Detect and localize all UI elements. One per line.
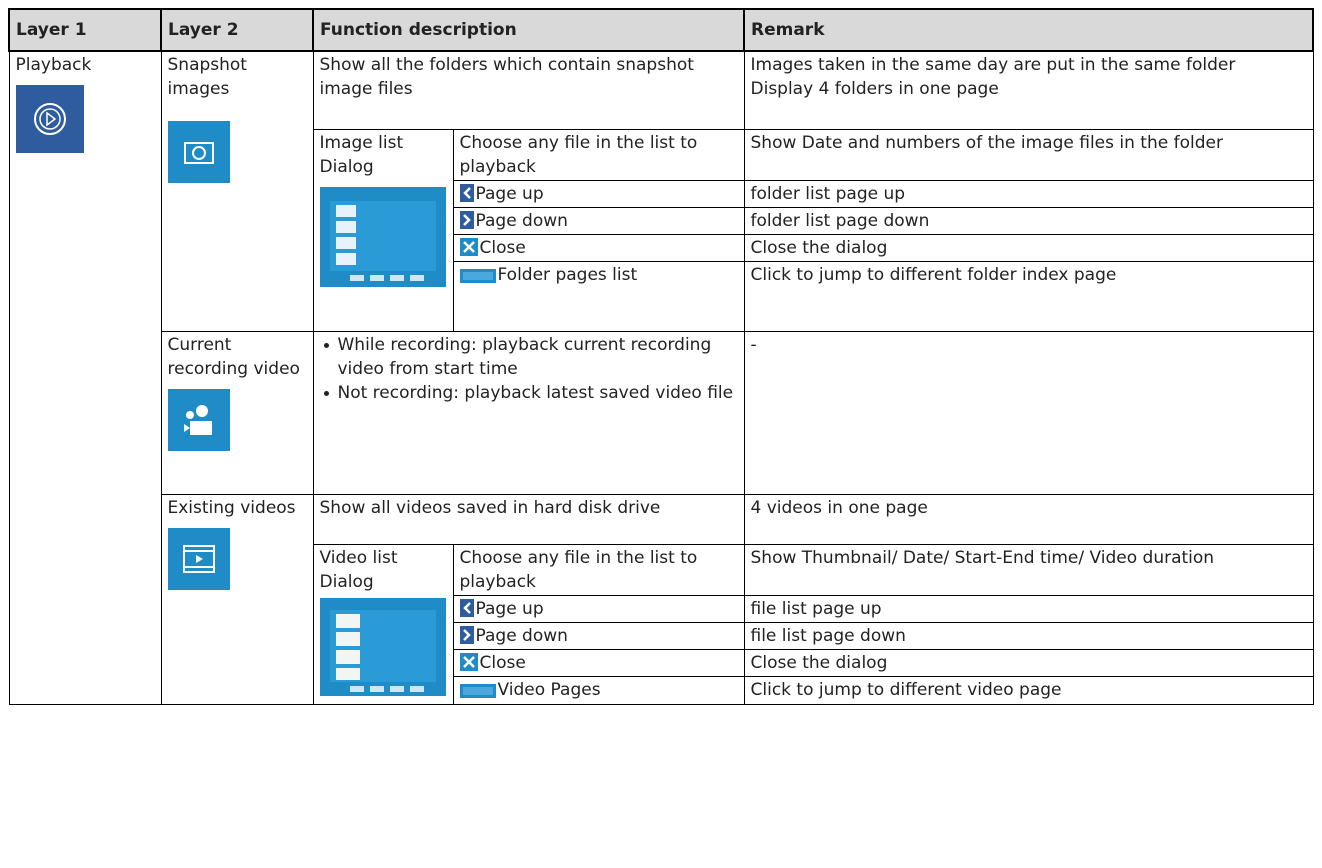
dialog-name: Image list Dialog — [319, 132, 404, 177]
item-function: Video Pages — [452, 676, 745, 705]
header-row: Layer 1 Layer 2 Function description Rem… — [8, 8, 1314, 52]
item-function: Choose any file in the list to playback — [452, 543, 745, 596]
close-icon — [459, 653, 478, 671]
item-function: Close — [452, 233, 745, 262]
dialog-cell: Image list Dialog — [312, 128, 454, 332]
dialog-cell: Video list Dialog — [312, 543, 454, 705]
remark: 4 videos in one page — [743, 493, 1314, 545]
page-down-icon — [459, 210, 474, 229]
item-label: Page up — [475, 183, 544, 204]
item-function: Choose any file in the list to playback — [452, 128, 745, 181]
layer2-cell: Current recording video — [160, 330, 314, 495]
item-function: Folder pages list — [452, 260, 745, 332]
layer2: Current recording video — [167, 334, 300, 379]
dialog-thumbnail — [319, 597, 446, 696]
item-remark: Close the dialog — [743, 648, 1314, 678]
layer2-cell: Snapshot images — [160, 50, 314, 332]
remark: - — [743, 330, 1314, 495]
item-label: Page down — [475, 210, 568, 231]
item-remark: Click to jump to different video page — [743, 676, 1314, 705]
item-remark: folder list page down — [743, 206, 1314, 235]
remark-line: Display 4 folders in one page — [750, 79, 999, 99]
function: While recording: playback current record… — [312, 330, 745, 495]
item-label: Page down — [475, 625, 568, 646]
page-down-icon — [459, 625, 474, 644]
dialog-name: Video list Dialog — [319, 547, 398, 592]
item-function: Page down — [452, 621, 745, 651]
layer2: Existing videos — [167, 497, 296, 518]
item-label: Video Pages — [497, 680, 601, 701]
page-up-icon — [459, 183, 474, 202]
item-function: Page up — [452, 179, 745, 208]
pages-icon — [459, 268, 496, 283]
bullet: Not recording: playback latest saved vid… — [323, 381, 738, 405]
item-label: Page up — [475, 598, 544, 619]
item-label: Close — [479, 653, 526, 673]
item-remark: Show Date and numbers of the image files… — [743, 128, 1314, 181]
close-icon — [459, 237, 478, 256]
pages-icon — [459, 684, 496, 699]
function: Show all videos saved in hard disk drive — [312, 493, 745, 545]
layer1-cell: Playback — [8, 50, 162, 705]
header-cell: Layer 2 — [160, 8, 314, 52]
item-remark: file list page down — [743, 621, 1314, 651]
item-label: Folder pages list — [497, 264, 638, 285]
remark-line: - — [750, 334, 757, 355]
layer2: Snapshot images — [167, 55, 247, 99]
item-remark: Show Thumbnail/ Date/ Start-End time/ Vi… — [743, 543, 1314, 596]
item-function: Page down — [452, 206, 745, 235]
playback-icon — [15, 85, 84, 153]
item-remark: Close the dialog — [743, 233, 1314, 262]
videos-icon — [167, 527, 230, 590]
layer2-cell: Existing videos — [160, 493, 314, 705]
item-remark: Click to jump to different folder index … — [743, 260, 1314, 332]
item-remark: file list page up — [743, 594, 1314, 623]
recording-icon — [167, 388, 230, 451]
bullet: While recording: playback current record… — [323, 333, 738, 381]
dialog-thumbnail — [319, 186, 446, 287]
snapshot-icon — [167, 121, 230, 183]
header-cell: Function description — [312, 8, 745, 52]
item-remark: folder list page up — [743, 179, 1314, 208]
remark-line: 4 videos in one page — [750, 497, 928, 518]
item-function: Close — [452, 648, 745, 678]
remark: Images taken in the same day are put in … — [743, 50, 1314, 130]
page-up-icon — [459, 598, 474, 617]
header-cell: Layer 1 — [8, 8, 162, 52]
remark-line: Images taken in the same day are put in … — [750, 55, 1236, 75]
header-cell: Remark — [743, 8, 1314, 52]
item-function: Page up — [452, 594, 745, 623]
function: Show all the folders which contain snaps… — [312, 50, 745, 130]
function-table: Layer 1 Layer 2 Function description Rem… — [8, 8, 1314, 705]
item-label: Close — [479, 237, 526, 258]
layer1: Playback — [15, 55, 92, 75]
